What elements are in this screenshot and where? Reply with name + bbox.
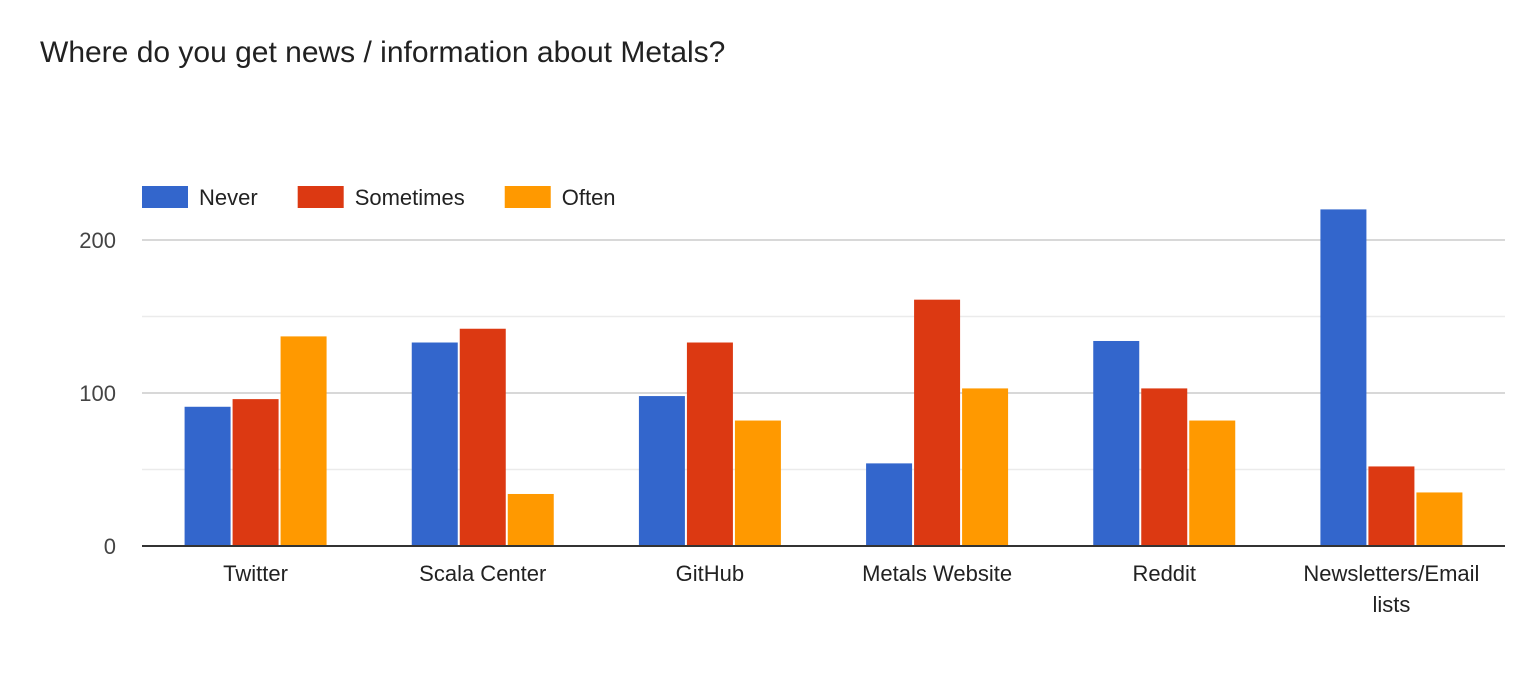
x-category-label: GitHub	[676, 561, 744, 586]
bar-sometimes-1	[459, 328, 506, 546]
bar-often-0	[280, 336, 327, 546]
x-category-label: Twitter	[223, 561, 288, 586]
bar-never-5	[1320, 209, 1367, 546]
y-tick-label: 0	[104, 534, 116, 559]
bar-sometimes-0	[232, 399, 279, 546]
x-category-label: Reddit	[1132, 561, 1196, 586]
bar-often-4	[1189, 420, 1236, 546]
bar-often-3	[962, 388, 1009, 546]
bar-often-2	[734, 420, 781, 546]
y-axis-ticks: 0 100 200	[79, 228, 116, 559]
chart-title: Where do you get news / information abou…	[40, 36, 726, 69]
bars	[184, 209, 1463, 546]
legend-swatch-often	[504, 186, 551, 208]
x-category-label: Scala Center	[419, 561, 546, 586]
y-tick-label: 100	[79, 381, 116, 406]
bar-sometimes-5	[1368, 466, 1415, 546]
legend-swatch-never	[142, 186, 188, 208]
bar-never-2	[638, 396, 685, 546]
bar-sometimes-3	[914, 299, 961, 546]
legend-label-never: Never	[199, 185, 258, 210]
bar-never-0	[184, 406, 231, 546]
x-category-label: Metals Website	[862, 561, 1012, 586]
bar-often-5	[1416, 492, 1463, 546]
x-axis-labels: Twitter Scala Center GitHub Metals Website R…	[223, 561, 1479, 617]
x-category-label: Newsletters/Email lists	[1303, 561, 1479, 617]
bar-never-1	[411, 342, 458, 546]
legend-label-often: Often	[562, 185, 616, 210]
bar-sometimes-4	[1141, 388, 1188, 546]
bar-never-3	[866, 463, 913, 546]
legend-label-sometimes: Sometimes	[355, 185, 465, 210]
bar-never-4	[1093, 340, 1140, 546]
bar-sometimes-2	[686, 342, 733, 546]
gridlines	[142, 239, 1505, 471]
y-tick-label: 200	[79, 228, 116, 253]
legend: Never Sometimes Often	[142, 185, 616, 210]
bar-often-1	[507, 493, 554, 546]
legend-swatch-sometimes	[297, 186, 344, 208]
